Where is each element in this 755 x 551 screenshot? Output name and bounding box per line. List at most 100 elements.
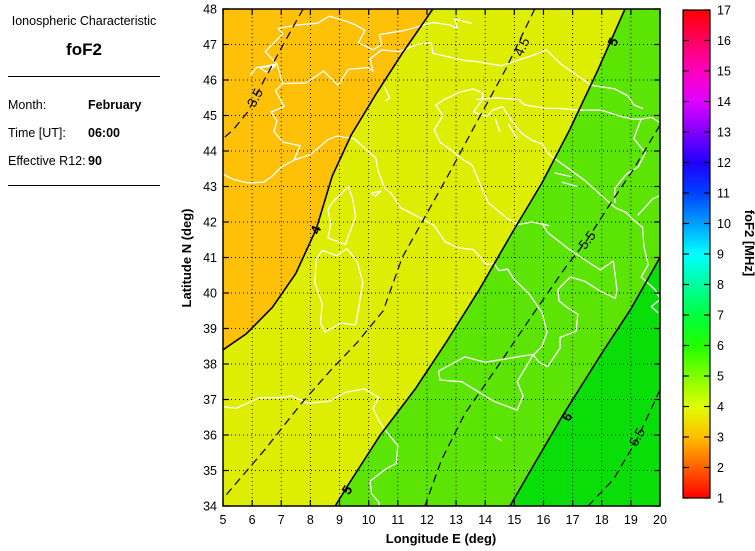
- x-tick-label: 19: [624, 513, 638, 527]
- contour-line: [424, 124, 660, 506]
- y-tick-label: 45: [203, 109, 217, 123]
- x-tick-label: 5: [220, 513, 227, 527]
- time-value: 06:00: [88, 126, 120, 140]
- coastline: [640, 116, 660, 124]
- coastline: [384, 86, 391, 102]
- x-tick-label: 7: [278, 513, 285, 527]
- coastline: [314, 247, 364, 333]
- band-fill: [510, 257, 660, 506]
- y-tick-label: 42: [203, 216, 217, 230]
- panel-title: Ionospheric Characteristic: [11, 14, 157, 28]
- colorbar-tick-label: 11: [717, 187, 730, 201]
- colorbar-tick-label: 5: [717, 370, 724, 384]
- plot-border: [222, 8, 661, 507]
- coastline: [258, 65, 277, 73]
- y-tick-label: 46: [203, 74, 217, 88]
- y-tick-label: 36: [203, 429, 217, 443]
- month-label: Month:: [8, 98, 47, 112]
- coastline: [250, 15, 472, 76]
- coastline: [507, 123, 518, 140]
- coastline: [494, 436, 502, 441]
- parameter-rows: Month: February Time [UT]: 06:00 Effecti…: [8, 98, 160, 168]
- colorbar-label: foF2 [MHz]: [742, 210, 755, 276]
- colorbar-tick-label: 16: [717, 34, 731, 48]
- coastline: [554, 172, 572, 178]
- y-tick-label: 34: [203, 500, 217, 514]
- contour-line: [587, 389, 660, 506]
- contour-line: [223, 9, 434, 351]
- x-tick-label: 15: [507, 513, 521, 527]
- r12-label: Effective R12:: [8, 154, 86, 168]
- colorbar-tick-label: 9: [717, 248, 724, 262]
- x-tick-label: 11: [391, 513, 404, 527]
- colorbar-tick-label: 10: [717, 217, 731, 231]
- colorbar-tick-label: 2: [717, 461, 724, 475]
- divider-bottom: [8, 185, 160, 186]
- y-tick-label: 43: [203, 180, 217, 194]
- colorbar-tick-label: 1: [717, 492, 724, 506]
- coastline: [561, 181, 578, 188]
- x-tick-label: 13: [449, 513, 463, 527]
- contour-line: [509, 257, 660, 506]
- coastline: [475, 97, 647, 204]
- characteristic-name: foF2: [66, 40, 102, 59]
- x-tick-label: 6: [249, 513, 256, 527]
- y-axis-label: Latitude N (deg): [179, 209, 194, 308]
- coastline: [650, 300, 660, 314]
- colorbar-tick-label: 17: [717, 4, 731, 18]
- coastline: [494, 118, 501, 133]
- colorbar-tick-label: 4: [717, 400, 724, 414]
- x-tick-label: 10: [362, 513, 376, 527]
- info-panel: Ionospheric Characteristic foF2 Month: F…: [8, 14, 160, 186]
- contour-line: [223, 9, 536, 500]
- contour-line: [334, 9, 626, 506]
- axis-tick-labels: 5 6 7 8 9 10 11 12 13 14 15 16 17 18 19 20 34 35 36 37 38 39 4…: [203, 3, 667, 528]
- colorbar-tick-label: 6: [717, 339, 724, 353]
- coastline: [223, 388, 399, 506]
- y-tick-label: 44: [203, 145, 217, 159]
- y-tick-label: 41: [203, 251, 217, 265]
- month-value: February: [88, 98, 142, 112]
- contour-lines: [223, 9, 660, 506]
- time-row: Time [UT]: 06:00: [8, 126, 160, 140]
- x-axis-label: Longitude E (deg): [386, 531, 496, 546]
- colorbar-tick-label: 12: [717, 156, 731, 170]
- x-tick-label: 20: [653, 513, 667, 527]
- y-tick-label: 40: [203, 287, 217, 301]
- r12-value: 90: [88, 154, 102, 168]
- colorbar-tick-label: 15: [717, 65, 731, 79]
- coastline: [370, 190, 382, 197]
- colorbar-tick-label: 14: [717, 95, 731, 109]
- month-row: Month: February: [8, 98, 160, 112]
- x-tick-label: 16: [537, 513, 551, 527]
- colorbar-tick-label: 13: [717, 126, 731, 140]
- colorbar-tick-label: 8: [717, 278, 724, 292]
- colorbar-tick-label: 7: [717, 309, 724, 323]
- coastline: [327, 185, 357, 246]
- coastlines: [223, 15, 660, 506]
- r12-row: Effective R12: 90: [8, 154, 160, 168]
- x-tick-label: 18: [595, 513, 609, 527]
- x-tick-label: 17: [566, 513, 580, 527]
- y-tick-label: 48: [203, 3, 217, 17]
- coastline: [637, 194, 660, 216]
- x-tick-label: 12: [420, 513, 434, 527]
- y-tick-label: 47: [203, 38, 217, 52]
- y-tick-label: 38: [203, 358, 217, 372]
- x-tick-label: 8: [307, 513, 314, 527]
- x-tick-label: 9: [336, 513, 343, 527]
- x-tick-label: 14: [478, 513, 492, 527]
- time-label: Time [UT]:: [8, 126, 66, 140]
- y-tick-label: 35: [203, 464, 217, 478]
- band-fill: [335, 9, 660, 506]
- coastline: [270, 82, 301, 160]
- divider-top: [8, 76, 160, 77]
- coastline: [223, 88, 660, 368]
- y-tick-label: 39: [203, 322, 217, 336]
- coastline: [437, 353, 534, 411]
- colorbar-tick-label: 3: [717, 431, 724, 445]
- coastline: [276, 42, 644, 110]
